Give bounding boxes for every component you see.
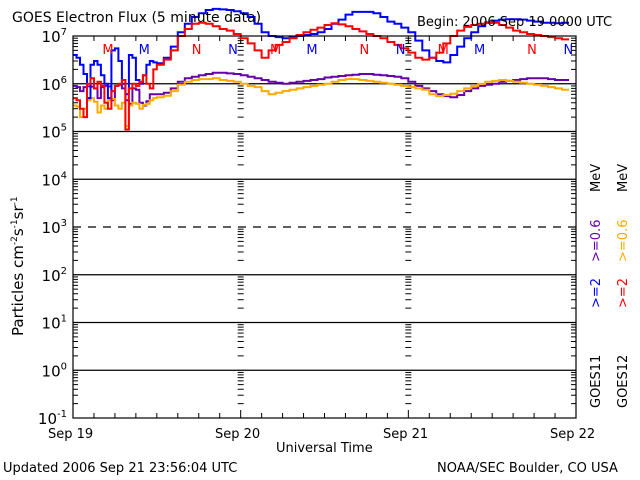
local-time-marker-n: N (192, 43, 202, 58)
x-axis-label: Universal Time (276, 441, 373, 456)
x-tick-label-sep19: Sep 19 (48, 427, 94, 442)
chart-title: GOES Electron Flux (5 minute data) (12, 10, 262, 26)
y-tick-base: 10 (42, 76, 61, 94)
plot-frame (72, 35, 577, 419)
y-tick-exponent: 1 (61, 314, 67, 325)
y-tick-exponent: 6 (61, 75, 67, 86)
y-tick-base: 10 (42, 171, 61, 189)
updated-timestamp: Updated 2006 Sep 21 23:56:04 UTC (3, 461, 238, 476)
local-time-marker-n: N (563, 43, 573, 58)
y-axis-label-base: Particles cm (9, 245, 27, 336)
y-tick-label: 103 (42, 218, 67, 237)
y-tick-base: 10 (42, 219, 61, 237)
legend-unit-col2: MeV (616, 163, 631, 192)
series-line-goes12-0-6-mev (73, 77, 569, 128)
local-time-marker-m: M (306, 43, 317, 58)
y-axis-label-exp2: -1 (10, 219, 20, 229)
y-tick-exponent: 7 (61, 27, 67, 38)
y-tick-exponent: 0 (61, 361, 67, 372)
y-axis-label-exp1: -2 (10, 236, 20, 246)
y-tick-base: 10 (38, 410, 57, 428)
y-axis-label-sr: sr (9, 205, 27, 220)
legend-goes11: GOES11 (589, 354, 604, 408)
local-time-marker-n: N (527, 43, 537, 58)
y-axis-label: Particles cm-2s-1sr-1 (9, 196, 27, 336)
y-tick-label: 100 (42, 361, 67, 380)
y-tick-label: 102 (42, 266, 67, 285)
y-tick-exponent: -1 (57, 409, 67, 420)
legend-goes12-low: >=0.6 (616, 219, 631, 262)
legend-goes11-low: >=0.6 (589, 219, 604, 262)
legend-goes12-high: >=2 (616, 277, 631, 308)
local-time-marker-n: N (396, 43, 406, 58)
y-tick-label: 104 (42, 170, 67, 189)
legend-goes11-high: >=2 (589, 277, 604, 308)
y-tick-base: 10 (42, 362, 61, 380)
y-tick-base: 10 (42, 267, 61, 285)
y-tick-label: 106 (42, 75, 67, 94)
grid-lines (73, 83, 576, 371)
y-tick-exponent: 5 (61, 123, 67, 134)
y-tick-base: 10 (42, 315, 61, 333)
y-tick-label: 101 (42, 314, 67, 333)
y-tick-label: 105 (42, 123, 67, 142)
y-tick-base: 10 (42, 28, 61, 46)
y-tick-exponent: 3 (61, 218, 67, 229)
local-time-marker-m: M (139, 43, 150, 58)
begin-time: Begin: 2006 Sep 19 0000 UTC (417, 15, 613, 30)
y-axis-label-s: s (9, 228, 27, 237)
y-tick-exponent: 2 (61, 266, 67, 277)
y-tick-label: 107 (42, 27, 67, 46)
y-tick-exponent: 4 (61, 170, 67, 181)
legend-unit-col1: MeV (589, 163, 604, 192)
local-time-marker-m: M (438, 43, 449, 58)
y-tick-base: 10 (42, 124, 61, 142)
y-tick-label: 10-1 (38, 409, 67, 428)
local-time-marker-n: N (228, 43, 238, 58)
credit-text: NOAA/SEC Boulder, CO USA (437, 461, 618, 476)
x-tick-label-sep22: Sep 22 (550, 427, 596, 442)
series-line-goes12-2-mev (73, 21, 569, 131)
local-time-marker-m: M (102, 43, 113, 58)
local-time-marker-n: N (359, 43, 369, 58)
legend-goes12: GOES12 (616, 354, 631, 408)
local-time-marker-m: M (270, 43, 281, 58)
x-tick-label-sep21: Sep 21 (383, 427, 429, 442)
y-axis-label-exp3: -1 (10, 196, 20, 206)
local-time-marker-m: M (474, 43, 485, 58)
x-tick-label-sep20: Sep 20 (215, 427, 261, 442)
